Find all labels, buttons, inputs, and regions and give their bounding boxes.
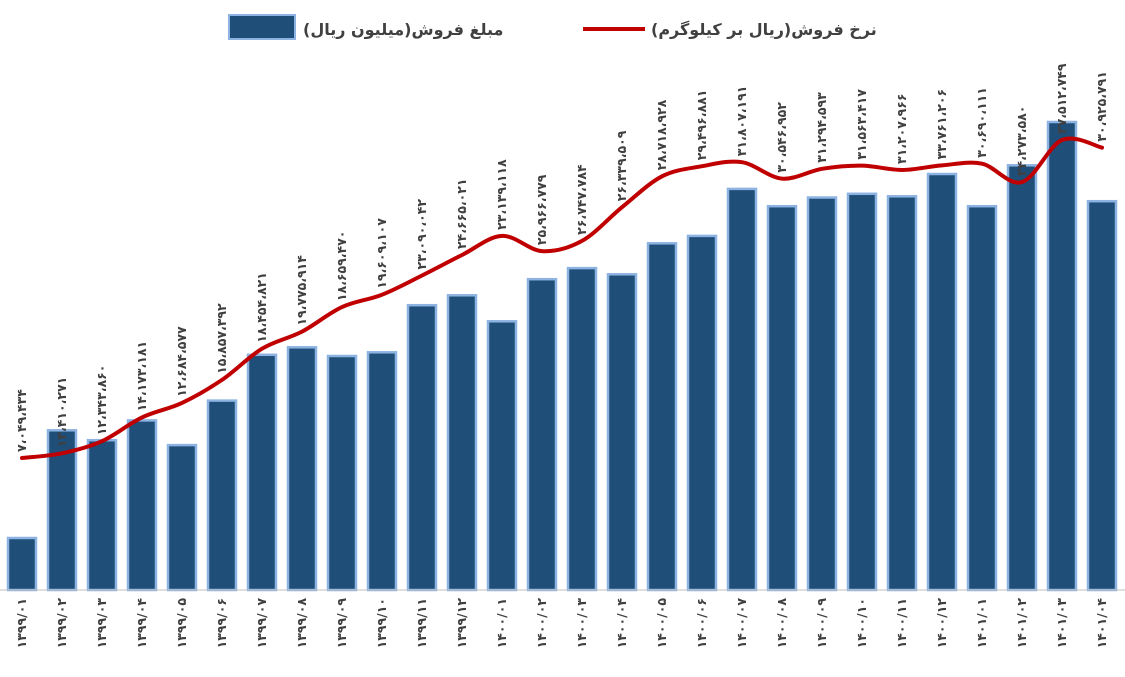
data-label-10: ۱۹،۶۰۹،۱۰۷ <box>374 218 389 289</box>
x-tick-label-11: ۱۳۹۹/۱۱ <box>414 598 429 648</box>
x-axis-ticks: ۱۳۹۹/۰۱ ۱۳۹۹/۰۲ ۱۳۹۹/۰۳ ۱۳۹۹/۰۴ ۱۳۹۹/۰۵ ۱۳۹۹/… <box>14 598 1109 649</box>
x-tick-label-3: ۱۳۹۹/۰۳ <box>94 598 109 649</box>
x-tick-label-2: ۱۳۹۹/۰۲ <box>54 598 69 649</box>
x-tick-label-13: ۱۴۰۰/۰۱ <box>494 598 509 648</box>
bar-10 <box>366 351 398 592</box>
data-label-17: ۲۸،۷۱۸،۹۲۸ <box>654 99 669 170</box>
bar-20 <box>766 204 798 592</box>
data-label-8: ۱۹،۷۷۵،۹۱۴ <box>294 255 309 326</box>
bar-7 <box>246 353 278 592</box>
x-tick-label-14: ۱۴۰۰/۰۲ <box>534 598 549 649</box>
bar-22 <box>846 192 878 592</box>
data-label-4: ۱۴،۱۷۳،۱۸۱ <box>134 341 149 412</box>
bar-17 <box>646 242 678 592</box>
data-label-3: ۱۲،۳۴۳،۸۶۰ <box>94 365 109 436</box>
x-tick-label-16: ۱۴۰۰/۰۴ <box>614 598 629 649</box>
x-tick-label-1: ۱۳۹۹/۰۱ <box>14 598 29 648</box>
x-tick-label-28: ۱۴۰۱/۰۴ <box>1094 598 1109 649</box>
bar-14 <box>526 277 558 592</box>
bar-12 <box>446 294 478 592</box>
bar-21 <box>806 196 838 592</box>
data-label-21: ۳۱،۲۹۴،۵۹۳ <box>814 92 829 163</box>
data-label-28: ۳۰،۹۲۵،۷۹۱ <box>1094 71 1109 142</box>
x-tick-label-18: ۱۴۰۰/۰۶ <box>694 598 709 648</box>
data-label-18: ۲۹،۴۹۶،۸۸۱ <box>694 90 709 161</box>
bar-23 <box>886 195 918 592</box>
x-tick-label-24: ۱۴۰۰/۱۲ <box>934 598 949 649</box>
x-tick-label-8: ۱۳۹۹/۰۸ <box>294 598 309 649</box>
x-tick-label-9: ۱۳۹۹/۰۹ <box>334 598 349 649</box>
x-tick-label-4: ۱۳۹۹/۰۴ <box>134 598 149 649</box>
bar-5 <box>166 443 198 592</box>
bar-3 <box>86 438 118 592</box>
data-labels: ۷،۰۴۹،۴۳۴ ۱۳،۴۱۰،۲۷۱ ۱۲،۳۴۳،۸۶۰ ۱۴،۱۷۳،۱۸۱ ۱… <box>14 63 1109 452</box>
legend-line-label: نرخ فروش(ریال بر کیلوگرم) <box>651 20 877 39</box>
legend-item-bar: مبلغ فروش(میلیون ریال) <box>228 14 503 40</box>
data-label-25: ۳۰،۶۹۰،۱۱۱ <box>974 87 989 158</box>
x-tick-label-17: ۱۴۰۰/۰۵ <box>654 598 669 649</box>
x-tick-label-27: ۱۴۰۱/۰۳ <box>1054 598 1069 649</box>
bar-9 <box>326 354 358 592</box>
data-label-27: ۳۷،۵۱۲،۷۴۹ <box>1054 63 1069 134</box>
legend-bar-swatch <box>228 14 296 40</box>
bar-4 <box>126 419 158 592</box>
data-label-20: ۳۰،۵۴۶،۹۵۲ <box>774 102 789 173</box>
rate-line <box>20 136 1104 460</box>
bar-6 <box>206 399 238 592</box>
x-tick-label-19: ۱۴۰۰/۰۷ <box>734 598 749 649</box>
data-label-9: ۱۸،۶۵۹،۴۷۰ <box>334 231 349 302</box>
x-tick-label-21: ۱۴۰۰/۰۹ <box>814 598 829 649</box>
x-tick-label-6: ۱۳۹۹/۰۶ <box>214 598 229 648</box>
x-tick-label-15: ۱۴۰۰/۰۳ <box>574 598 589 649</box>
x-tick-label-20: ۱۴۰۰/۰۸ <box>774 598 789 649</box>
bar-18 <box>686 234 718 592</box>
legend-bar-label: مبلغ فروش(میلیون ریال) <box>303 20 503 39</box>
x-tick-label-10: ۱۳۹۹/۱۰ <box>374 598 389 648</box>
data-label-5: ۱۲،۶۸۴،۵۷۷ <box>174 326 189 397</box>
data-label-13: ۲۳،۱۳۹،۱۱۸ <box>494 159 509 230</box>
data-label-1: ۷،۰۴۹،۴۳۴ <box>14 389 29 452</box>
data-label-22: ۳۱،۵۶۳،۴۱۷ <box>854 89 869 160</box>
bar-28 <box>1086 199 1118 592</box>
bar-series <box>6 120 1118 592</box>
x-tick-label-22: ۱۴۰۰/۱۰ <box>854 598 869 648</box>
bar-1 <box>6 536 38 592</box>
data-label-26: ۳۴،۲۷۳،۵۸۰ <box>1014 106 1029 177</box>
bar-11 <box>406 303 438 592</box>
data-label-12: ۲۴،۶۶۵،۰۲۱ <box>454 178 469 249</box>
data-label-19: ۳۱،۸۰۷،۱۹۱ <box>734 86 749 157</box>
data-label-11: ۲۳،۰۹۰،۰۴۲ <box>414 199 429 270</box>
x-tick-label-12: ۱۳۹۹/۱۲ <box>454 598 469 649</box>
x-tick-label-7: ۱۳۹۹/۰۷ <box>254 598 269 649</box>
data-label-2: ۱۳،۴۱۰،۲۷۱ <box>54 377 69 448</box>
bar-16 <box>606 273 638 592</box>
bar-8 <box>286 346 318 592</box>
data-label-14: ۲۵،۹۶۶،۷۷۹ <box>534 174 549 245</box>
x-tick-label-23: ۱۴۰۰/۱۱ <box>894 598 909 648</box>
bar-13 <box>486 320 518 592</box>
data-label-7: ۱۸،۴۵۴،۸۲۱ <box>254 272 269 343</box>
bar-26 <box>1006 164 1038 592</box>
data-label-23: ۳۱،۲۰۷،۹۶۶ <box>894 93 909 164</box>
data-label-24: ۳۳،۷۶۱،۲۰۶ <box>934 89 949 160</box>
x-tick-label-26: ۱۴۰۱/۰۲ <box>1014 598 1029 649</box>
bar-19 <box>726 187 758 592</box>
data-label-15: ۲۶،۷۴۷،۷۸۴ <box>574 164 589 235</box>
x-tick-label-5: ۱۳۹۹/۰۵ <box>174 598 189 649</box>
bar-24 <box>926 172 958 592</box>
bar-15 <box>566 266 598 592</box>
bar-27 <box>1046 120 1078 592</box>
bar-2 <box>46 429 78 592</box>
bar-25 <box>966 204 998 592</box>
legend: نرخ فروش(ریال بر کیلوگرم) مبلغ فروش(میلی… <box>228 14 877 40</box>
data-label-6: ۱۵،۸۵۷،۳۹۲ <box>214 303 229 374</box>
data-label-16: ۲۶،۳۳۹،۵۰۹ <box>614 130 629 201</box>
x-tick-label-25: ۱۴۰۱/۰۱ <box>974 598 989 648</box>
legend-item-line: نرخ فروش(ریال بر کیلوگرم) <box>583 20 877 39</box>
